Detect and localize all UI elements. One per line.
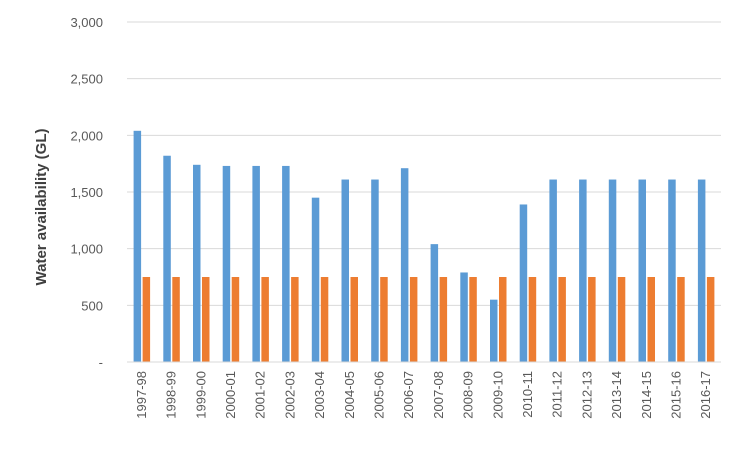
x-tick-label: 2007-08 bbox=[431, 371, 446, 419]
x-axis-ticks: 1997-98 1998-99 1999-00 2000-01 2001-02 2002-… bbox=[134, 371, 713, 419]
bar-series-2 bbox=[706, 277, 715, 362]
x-tick-label: 2004-05 bbox=[342, 371, 357, 419]
bar-series-2 bbox=[202, 277, 210, 362]
x-tick-label: 2002-03 bbox=[282, 371, 297, 419]
bar-series-2 bbox=[588, 277, 596, 362]
x-tick-label: 2016-17 bbox=[698, 371, 713, 419]
x-tick-label: 1999-00 bbox=[193, 371, 208, 419]
x-tick-label: 2009-10 bbox=[490, 371, 505, 419]
bar-series-2 bbox=[647, 277, 655, 362]
x-tick-label: 2014-15 bbox=[639, 371, 654, 419]
y-tick-label: 1,500 bbox=[70, 185, 103, 200]
bar-series-1 bbox=[638, 179, 646, 362]
bar-series-1 bbox=[163, 155, 171, 362]
x-tick-label: 2006-07 bbox=[401, 371, 416, 419]
bar-series-2 bbox=[261, 277, 269, 362]
bars bbox=[133, 130, 715, 362]
x-tick-label: 2005-06 bbox=[371, 371, 386, 419]
gridlines bbox=[127, 21, 721, 306]
x-tick-label: 2011-12 bbox=[550, 371, 565, 418]
bar-series-2 bbox=[380, 277, 388, 362]
y-tick-label: 2,000 bbox=[70, 128, 103, 143]
bar-series-1 bbox=[282, 165, 290, 362]
x-tick-label: 1998-99 bbox=[164, 371, 179, 419]
bar-series-2 bbox=[291, 277, 299, 362]
bar-series-1 bbox=[133, 130, 142, 362]
x-tick-label: 2015-16 bbox=[668, 371, 683, 419]
bar-series-2 bbox=[231, 277, 240, 362]
bar-series-1 bbox=[697, 179, 706, 362]
y-tick-label: 500 bbox=[81, 298, 103, 313]
y-axis-label: Water availability (GL) bbox=[33, 129, 50, 286]
bar-series-2 bbox=[469, 277, 477, 362]
y-tick-label: 2,500 bbox=[70, 72, 103, 87]
bar-series-2 bbox=[350, 277, 358, 362]
bar-series-2 bbox=[558, 277, 566, 362]
bar-series-2 bbox=[439, 277, 448, 362]
bar-series-1 bbox=[371, 179, 379, 362]
bar-series-1 bbox=[579, 179, 587, 362]
bar-series-2 bbox=[409, 277, 418, 362]
bar-series-1 bbox=[252, 165, 260, 362]
x-tick-label: 2010-11 bbox=[520, 371, 535, 418]
x-tick-label: 2012-13 bbox=[579, 371, 594, 419]
bar-series-2 bbox=[617, 277, 626, 362]
x-tick-label: 2003-04 bbox=[312, 371, 327, 419]
bar-series-1 bbox=[400, 168, 409, 362]
bar-series-1 bbox=[193, 164, 201, 362]
bar-series-2 bbox=[677, 277, 685, 362]
bar-series-1 bbox=[608, 179, 617, 362]
bar-series-2 bbox=[142, 277, 151, 362]
x-tick-label: 2013-14 bbox=[609, 371, 624, 419]
y-axis-ticks: - 500 1,000 1,500 2,000 2,500 3,000 bbox=[70, 15, 103, 370]
bar-series-2 bbox=[499, 277, 507, 362]
y-tick-label: - bbox=[99, 355, 103, 370]
bar-series-2 bbox=[320, 277, 329, 362]
bar-series-1 bbox=[519, 204, 528, 362]
x-tick-label: 2008-09 bbox=[461, 371, 476, 419]
bar-series-1 bbox=[490, 299, 498, 362]
bar-series-1 bbox=[311, 197, 320, 362]
y-tick-label: 1,000 bbox=[70, 242, 103, 257]
bar-series-2 bbox=[172, 277, 180, 362]
bar-series-1 bbox=[222, 165, 231, 362]
x-tick-label: 1997-98 bbox=[134, 371, 149, 419]
bar-series-2 bbox=[528, 277, 537, 362]
x-tick-label: 2000-01 bbox=[223, 371, 238, 419]
bar-series-1 bbox=[549, 179, 557, 362]
bar-series-1 bbox=[430, 244, 439, 362]
x-tick-label: 2001-02 bbox=[253, 371, 268, 419]
bar-series-1 bbox=[341, 179, 349, 362]
bar-series-1 bbox=[460, 272, 468, 362]
bar-series-1 bbox=[668, 179, 676, 362]
y-tick-label: 3,000 bbox=[70, 15, 103, 30]
